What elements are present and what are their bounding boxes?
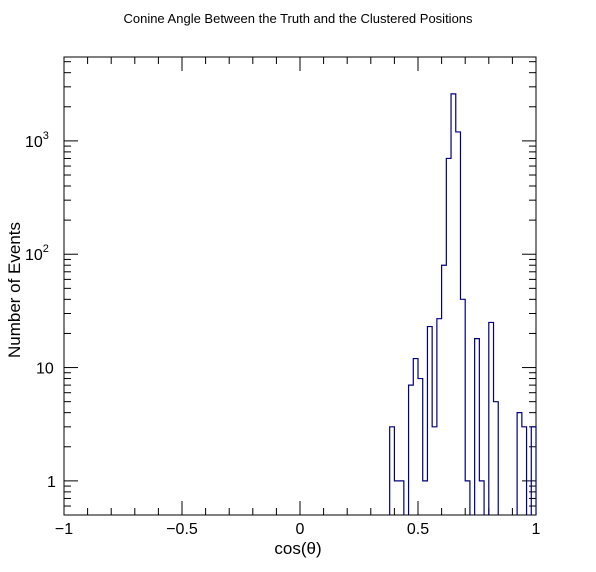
x-axis-title: cos(θ) (274, 539, 321, 558)
chart-title: Conine Angle Between the Truth and the C… (123, 11, 473, 26)
tick-labels: −1 −0.5 0 0.5 1 1 10 102 103 (25, 130, 541, 538)
y-axis-title: Number of Events (5, 222, 24, 358)
x-tick-label: 0.5 (407, 521, 429, 538)
y-tick-label: 102 (25, 243, 49, 264)
x-tick-label: 0 (296, 521, 305, 538)
x-tick-label: 1 (532, 521, 541, 538)
y-tick-label: 10 (36, 361, 54, 378)
y-tick-label: 1 (47, 474, 56, 491)
x-tick-label: −1 (55, 521, 73, 538)
x-tick-label: −0.5 (166, 521, 198, 538)
histogram-series-line (389, 93, 537, 515)
y-tick-label: 103 (25, 130, 49, 151)
